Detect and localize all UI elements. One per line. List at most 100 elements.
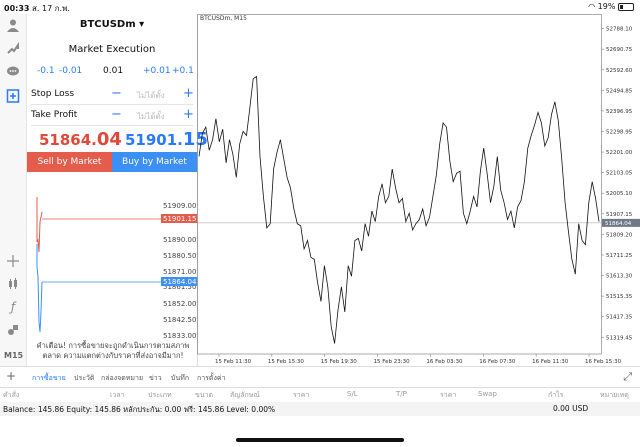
y-tick-label: 51417.35 — [606, 315, 633, 321]
add-icon[interactable]: + — [6, 369, 17, 383]
y-tick-label: 51515.35 — [606, 294, 633, 300]
bid-price-big: 04 — [96, 129, 122, 150]
price-chart-svg[interactable]: 52788.10 52690.75 52592.60 52494.85 52396.95… — [197, 14, 640, 366]
ask-price-big: 15 — [182, 129, 208, 150]
tab-journal[interactable]: บันทึก — [171, 374, 190, 382]
y-tick-label: 51809.20 — [606, 232, 633, 238]
mini-bid-tag-label: 51864.04 — [163, 278, 197, 286]
tab-trade[interactable]: การซื้อขาย — [32, 374, 66, 382]
y-tick-label: 52005.10 — [606, 191, 633, 197]
volume-minus-large-button[interactable]: -0.1 — [37, 66, 55, 76]
mini-tick-label: 51871.00 — [163, 268, 196, 276]
volume-plus-small-button[interactable]: +0.01 — [143, 66, 171, 76]
mini-tick-label: 51909.00 — [163, 202, 196, 210]
tab-mailbox[interactable]: กล่องจดหมาย — [101, 374, 144, 382]
stop-loss-input[interactable]: ไม่ได้ตั้ง — [137, 91, 165, 100]
stop-loss-label: Stop Loss — [31, 89, 75, 99]
y-tick-label: 51907.15 — [606, 212, 633, 218]
mini-ask-tag — [161, 214, 197, 223]
column-header: กำไร — [548, 391, 564, 399]
volume-minus-small-button[interactable]: -0.01 — [59, 66, 83, 76]
sell-by-market-button[interactable]: Sell by Market — [27, 152, 112, 172]
bid-price-main: 51864. — [39, 131, 97, 149]
timeframe-button[interactable]: M15 — [4, 351, 24, 360]
buy-by-market-button[interactable]: Buy by Market — [112, 152, 197, 172]
x-tick-label: 16 Feb 03:30 — [426, 359, 463, 365]
ask-price-main: 51901. — [125, 131, 183, 149]
take-profit-plus-button[interactable]: + — [183, 107, 194, 122]
column-header: ราคา — [440, 391, 457, 399]
mini-ask-tag-label: 51901.15 — [163, 215, 196, 223]
status-time: 00:33 — [4, 4, 30, 13]
x-tick-label: 16 Feb 07:30 — [479, 359, 516, 365]
price-series-line — [198, 75, 600, 344]
ask-price: 51901.15 — [125, 129, 208, 150]
column-header: ขนาด — [195, 391, 214, 399]
mini-tick-label: 51880.50 — [163, 252, 196, 260]
mini-tick-label: 51842.50 — [163, 316, 196, 324]
take-profit-input[interactable]: ไม่ได้ตั้ง — [137, 112, 165, 121]
y-tick-label: 52201.00 — [606, 150, 633, 156]
y-tick-label: 51319.45 — [606, 335, 633, 341]
column-header: T/P — [396, 390, 407, 398]
trade-icon[interactable] — [6, 41, 20, 55]
y-tick-label: 52494.85 — [606, 88, 633, 94]
stop-loss-plus-button[interactable]: + — [183, 86, 194, 101]
volume-plus-large-button[interactable]: +0.1 — [172, 66, 194, 76]
column-header: Swap — [478, 390, 497, 398]
y-tick-label: 52298.95 — [606, 129, 633, 135]
mini-tick-label: 51833.00 — [163, 332, 196, 340]
y-tick-label: 52592.60 — [606, 68, 633, 74]
account-icon[interactable] — [6, 18, 20, 32]
chart-title: BTCUSDm, M15 — [200, 15, 247, 22]
tab-news[interactable]: ข่าว — [149, 374, 162, 382]
wifi-icon: ◠ — [588, 2, 596, 11]
symbol-selector[interactable]: BTCUSDm ▾ — [79, 19, 145, 30]
tick-chart: 51909.00 51890.00 51880.50 51871.00 5186… — [36, 197, 197, 340]
y-tick-label: 51613.30 — [606, 274, 633, 280]
divider — [31, 104, 193, 105]
market-warning: คำเตือน! การซื้อขายจะถูกดำเนินการตามสภาพ… — [36, 341, 190, 360]
y-tick-label: 52690.75 — [606, 47, 633, 53]
crosshair-icon[interactable] — [6, 254, 20, 268]
balance-summary: Balance: 145.86 Equity: 145.86 หลักประกั… — [3, 405, 276, 414]
stop-loss-minus-button[interactable]: − — [111, 86, 122, 101]
mini-tick-label: 51861.50 — [163, 283, 196, 291]
chart-type-icon[interactable] — [6, 277, 20, 291]
balance-bar: Balance: 145.86 Equity: 145.86 หลักประกั… — [0, 402, 640, 416]
y-tick-label: 52788.10 — [606, 27, 633, 33]
chat-icon[interactable] — [6, 65, 20, 79]
volume-input[interactable]: 0.01 — [103, 66, 124, 76]
price-chart[interactable]: 52788.10 52690.75 52592.60 52494.85 52396.95… — [197, 14, 640, 366]
left-toolbar: ƒ M15 — [0, 14, 27, 366]
order-panel: BTCUSDm ▾ Market Execution -0.1 -0.01 0.… — [27, 14, 208, 366]
bid-price: 51864.04 — [39, 129, 122, 150]
column-header: หมายเหตุ — [600, 391, 629, 399]
column-header: เวลา — [110, 391, 125, 399]
status-bar: 00:33 ส. 17 ก.พ. ◠ 19% — [0, 0, 640, 14]
column-header: สัญลักษณ์ — [230, 391, 260, 399]
mini-tick-label: 51852.00 — [163, 300, 196, 308]
status-date: ส. 17 ก.พ. — [32, 4, 70, 13]
current-price-label: 51864.04 — [605, 221, 632, 227]
terminal-tabs: + การซื้อขาย ประวัติ กล่องจดหมาย ข่าว บั… — [0, 366, 640, 388]
x-tick-label: 15 Feb 11:30 — [215, 359, 252, 365]
new-order-icon[interactable] — [6, 89, 20, 103]
expand-icon[interactable]: ⤢ — [623, 370, 632, 383]
objects-icon[interactable] — [6, 323, 20, 337]
tab-history[interactable]: ประวัติ — [74, 374, 95, 382]
take-profit-minus-button[interactable]: − — [111, 107, 122, 122]
x-tick-label: 16 Feb 15:30 — [585, 359, 622, 365]
total-profit: 0.00 USD — [553, 404, 589, 413]
column-header: ประเภท — [148, 391, 172, 399]
battery-percent: 19% — [597, 2, 616, 11]
take-profit-row: Take Profit − ไม่ได้ตั้ง + — [31, 107, 194, 123]
divider — [31, 125, 193, 126]
tab-settings[interactable]: การตั้งค่า — [197, 374, 226, 382]
y-tick-label: 52103.05 — [606, 171, 633, 177]
y-tick-label: 52396.95 — [606, 109, 633, 115]
indicators-icon[interactable]: ƒ — [10, 300, 16, 314]
column-header: S/L — [347, 390, 358, 398]
execution-type[interactable]: Market Execution — [68, 44, 156, 55]
x-tick-label: 16 Feb 11:30 — [532, 359, 569, 365]
